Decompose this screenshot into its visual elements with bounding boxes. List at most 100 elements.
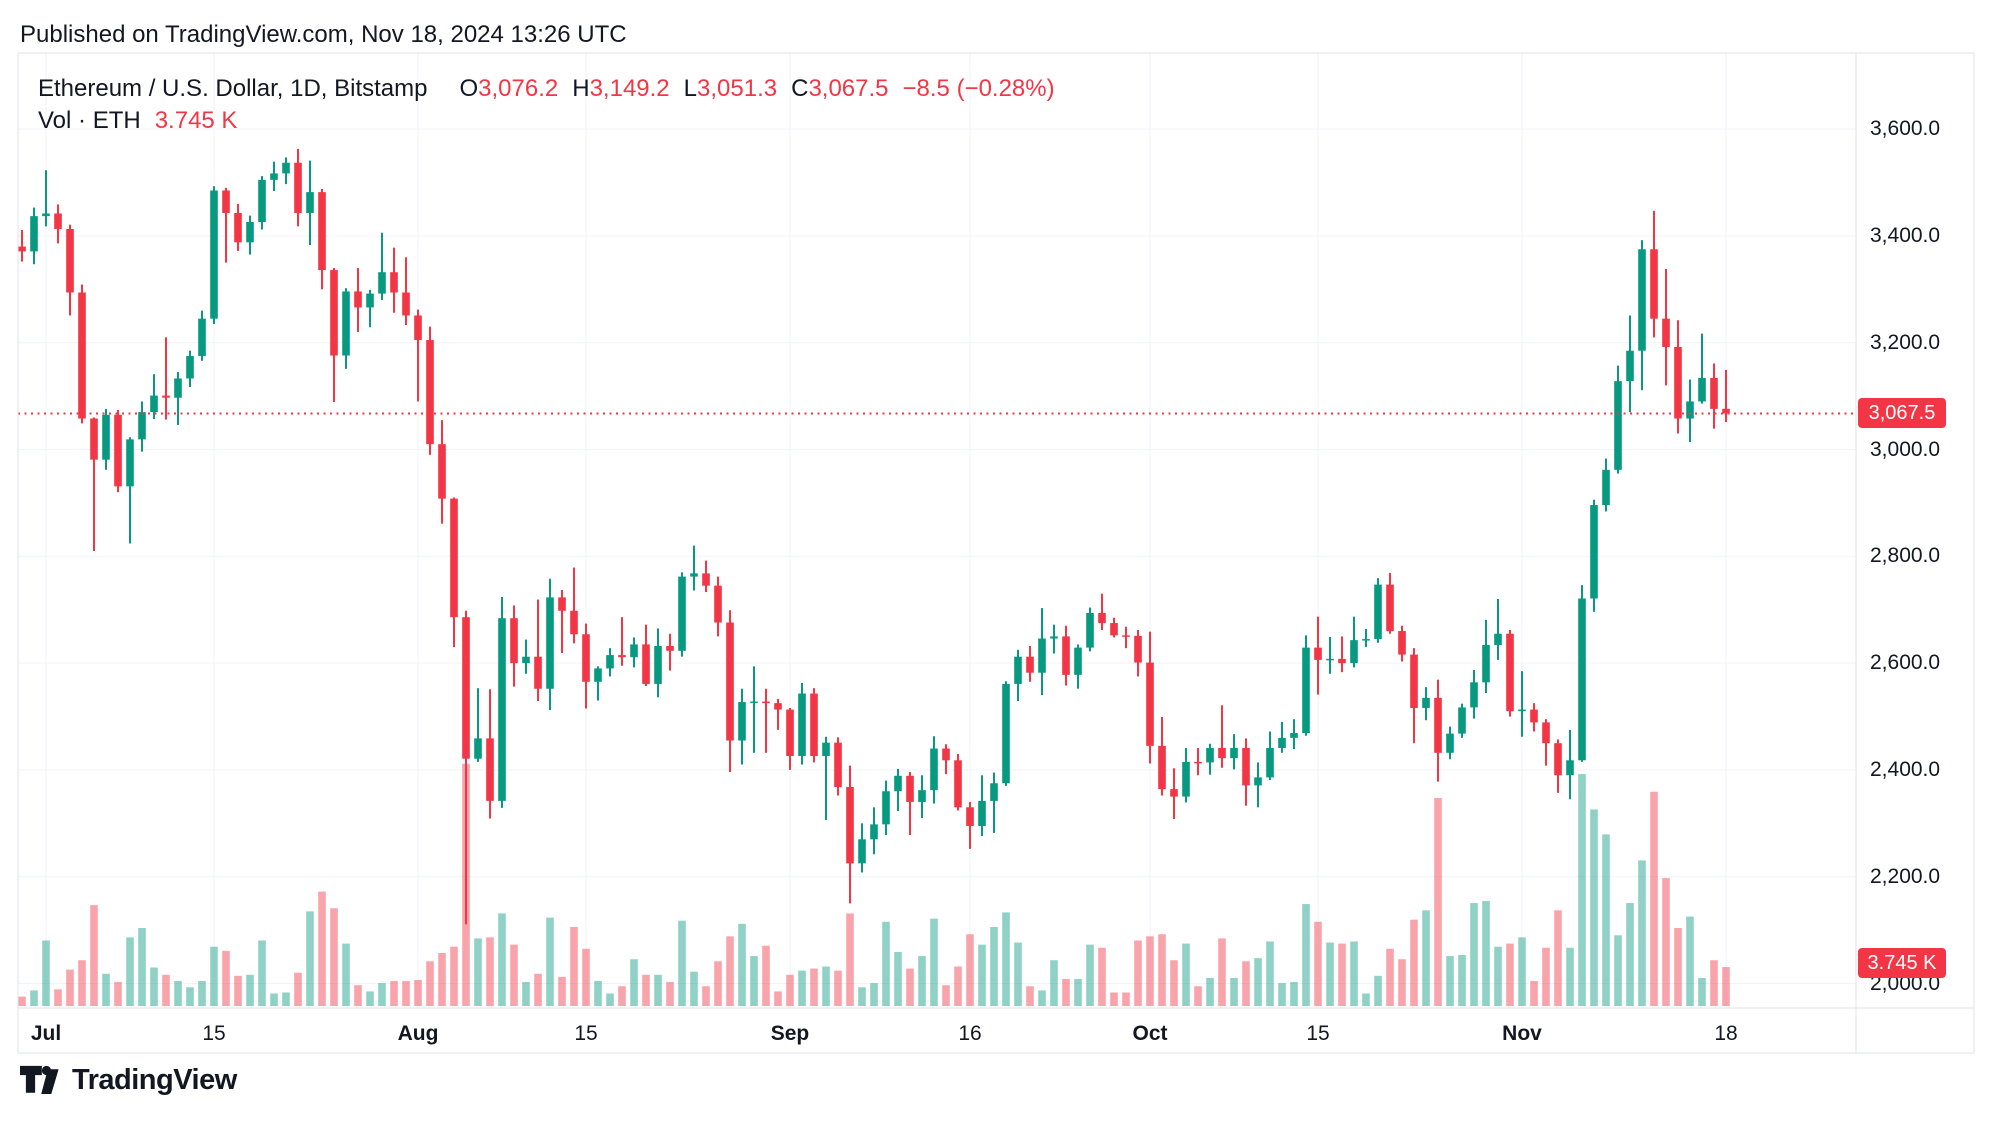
volume-bar xyxy=(522,982,530,1006)
volume-bar xyxy=(1686,916,1694,1006)
candle-body xyxy=(1386,584,1394,632)
candle-body xyxy=(618,655,626,658)
volume-bar xyxy=(1542,947,1550,1006)
volume-bar xyxy=(1326,942,1334,1006)
volume-bar xyxy=(930,918,938,1006)
candle-body xyxy=(1230,748,1238,759)
time-axis-label: 15 xyxy=(1306,1022,1330,1045)
volume-bar xyxy=(1662,878,1670,1006)
candle-body xyxy=(594,668,602,682)
volume-bar xyxy=(1050,960,1058,1006)
candle-body xyxy=(1566,760,1574,776)
volume-bars xyxy=(18,763,1730,1006)
volume-bar xyxy=(846,913,854,1006)
volume-bar xyxy=(750,956,758,1006)
volume-bar xyxy=(1386,948,1394,1006)
volume-bar xyxy=(198,981,206,1006)
outer-border xyxy=(17,52,1975,1054)
candle-body xyxy=(1014,656,1022,684)
candle-body xyxy=(246,222,254,243)
volume-bar xyxy=(942,985,950,1006)
candle-body xyxy=(78,292,86,419)
volume-bar xyxy=(822,966,830,1006)
price-axis-label: 3,200.0 xyxy=(1870,330,1941,354)
candle-body xyxy=(786,709,794,757)
volume-bar xyxy=(978,944,986,1006)
candle-body xyxy=(18,246,26,252)
volume-bar xyxy=(354,985,362,1006)
volume-bar xyxy=(582,948,590,1006)
volume-bar xyxy=(390,981,398,1006)
volume-bar xyxy=(186,987,194,1006)
candle-body xyxy=(534,656,542,689)
candle-body xyxy=(90,418,98,460)
candle-body xyxy=(630,644,638,658)
time-axis-label: Aug xyxy=(397,1022,439,1045)
candle-body xyxy=(486,738,494,801)
candle-body xyxy=(390,272,398,293)
tradingview-logo-text: TradingView xyxy=(72,1064,237,1096)
candle-body xyxy=(558,597,566,611)
candle-body xyxy=(714,585,722,623)
candle-body xyxy=(1482,644,1490,683)
price-axis-label: 2,600.0 xyxy=(1870,651,1941,675)
candle-body xyxy=(1122,635,1130,637)
candle-body xyxy=(1194,761,1202,764)
volume-bar xyxy=(78,960,86,1006)
candle-body xyxy=(774,703,782,710)
volume-bar xyxy=(654,974,662,1006)
candle-body xyxy=(342,291,350,356)
volume-bar xyxy=(1074,978,1082,1006)
volume-bar xyxy=(918,956,926,1006)
time-axis-label: 16 xyxy=(958,1022,982,1045)
volume-bar xyxy=(774,991,782,1006)
volume-bar xyxy=(366,991,374,1006)
candle-body xyxy=(966,807,974,826)
candle-body xyxy=(30,216,38,252)
candle-body xyxy=(282,162,290,174)
tradingview-logo[interactable]: TradingView xyxy=(20,1064,237,1097)
candle-body xyxy=(378,272,386,294)
volume-bar xyxy=(1506,943,1514,1006)
volume-bar xyxy=(102,973,110,1006)
volume-bar xyxy=(1170,960,1178,1006)
volume-bar xyxy=(246,974,254,1006)
volume-bar xyxy=(1146,936,1154,1006)
volume-bar xyxy=(618,986,626,1006)
volume-bar xyxy=(1698,977,1706,1006)
volume-bar xyxy=(1158,934,1166,1006)
candle-body xyxy=(1518,709,1526,712)
volume-bar xyxy=(1554,910,1562,1006)
candle-body xyxy=(1554,743,1562,776)
candle-body xyxy=(606,655,614,669)
volume-bar xyxy=(1242,961,1250,1006)
volume-bar xyxy=(870,983,878,1006)
volume-bar xyxy=(90,905,98,1006)
candle-body xyxy=(1050,636,1058,639)
candle-body xyxy=(1206,748,1214,763)
candle-body xyxy=(102,414,110,460)
volume-bar xyxy=(1434,798,1442,1006)
volume-bar xyxy=(426,961,434,1006)
candle-body xyxy=(1266,748,1274,778)
candle-body xyxy=(738,702,746,741)
candle-body xyxy=(690,573,698,577)
price-axis-label: 2,800.0 xyxy=(1870,544,1941,568)
ohlc-value: 3,067.5 xyxy=(808,75,889,102)
last-price-badge: 3,067.5 xyxy=(1858,398,1946,429)
chart-legend: Ethereum / U.S. Dollar, 1D, Bitstamp O3,0… xyxy=(38,74,1055,138)
ohlc-label: C xyxy=(791,75,809,102)
symbol-title[interactable]: Ethereum / U.S. Dollar, 1D, Bitstamp xyxy=(38,75,428,102)
volume-bar xyxy=(1290,982,1298,1006)
time-axis-label: Jul xyxy=(30,1022,62,1045)
volume-bar xyxy=(438,952,446,1006)
candle-body xyxy=(1374,584,1382,640)
candle-body xyxy=(1434,697,1442,753)
volume-bar xyxy=(1002,912,1010,1006)
volume-bar xyxy=(138,928,146,1006)
candle-body xyxy=(1662,318,1670,347)
price-axis-label: 3,400.0 xyxy=(1870,223,1941,247)
candle-body xyxy=(1026,656,1034,673)
ohlc-label: H xyxy=(572,75,590,102)
